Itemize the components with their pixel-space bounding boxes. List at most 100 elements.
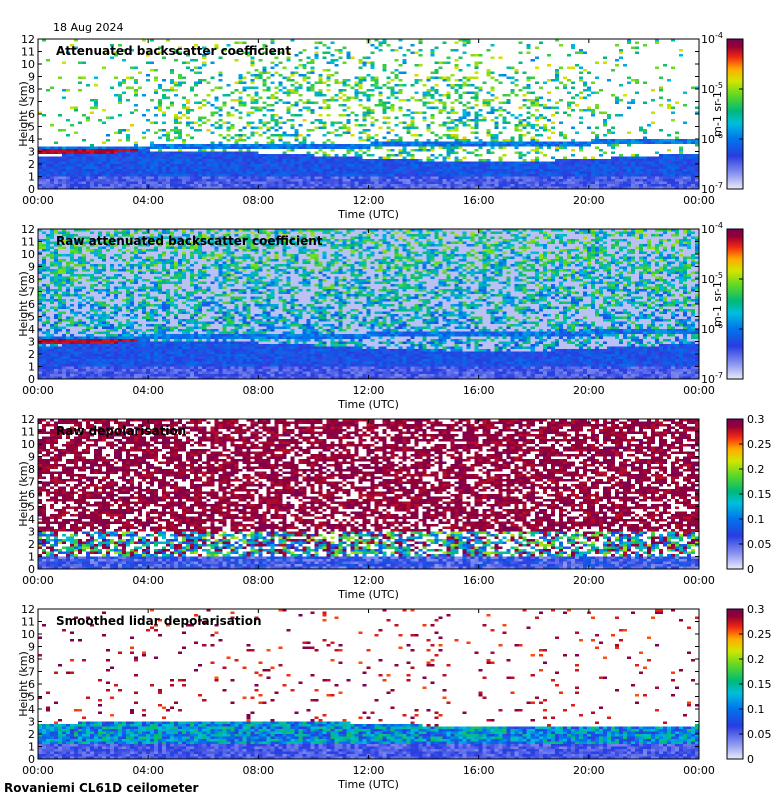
y-tick-label: 4 (28, 513, 35, 526)
y-tick-label: 2 (28, 158, 35, 171)
x-tick-label: 20:00 (573, 574, 605, 587)
panel-title: Raw attenuated backscatter coefficient (56, 234, 323, 248)
x-tick-label: 04:00 (132, 194, 164, 207)
x-tick-label: 20:00 (573, 764, 605, 777)
y-tick-label: 2 (28, 538, 35, 551)
x-tick-label: 12:00 (353, 194, 385, 207)
colorbar-unit: m-1 sr-1 (711, 91, 724, 137)
y-axis-label: Height (km) (17, 81, 30, 147)
x-tick-label: 16:00 (463, 384, 495, 397)
x-tick-label: 00:00 (22, 764, 54, 777)
y-tick-label: 7 (28, 96, 35, 109)
y-tick-label: 5 (28, 501, 35, 514)
y-tick-label: 4 (28, 323, 35, 336)
y-tick-label: 4 (28, 133, 35, 146)
colorbar (726, 228, 744, 380)
x-tick-label: 00:00 (683, 764, 715, 777)
colorbar-tick-label: 10-7 (701, 181, 723, 196)
y-tick-label: 3 (28, 146, 35, 159)
y-tick-label: 12 (21, 33, 35, 46)
x-tick-label: 00:00 (683, 194, 715, 207)
x-tick-label: 04:00 (132, 574, 164, 587)
x-tick-label: 00:00 (683, 574, 715, 587)
heatmap-cells (38, 419, 699, 569)
y-tick-label: 4 (28, 703, 35, 716)
x-tick-label: 08:00 (242, 764, 274, 777)
y-tick-label: 10 (21, 248, 35, 261)
y-tick-label: 0 (28, 753, 35, 766)
panel-title: Attenuated backscatter coefficient (56, 44, 291, 58)
colorbar-tick-label: 10-5 (701, 271, 723, 286)
x-axis-label: Time (UTC) (337, 208, 399, 221)
colorbar-unit: m-1 sr-1 (711, 281, 724, 327)
y-tick-label: 1 (28, 551, 35, 564)
y-tick-label: 3 (28, 336, 35, 349)
colorbar-tick-label: 10-7 (701, 371, 723, 386)
y-tick-label: 8 (28, 653, 35, 666)
y-tick-label: 1 (28, 741, 35, 754)
colorbar (726, 38, 744, 190)
y-tick-label: 10 (21, 628, 35, 641)
x-tick-label: 16:00 (463, 764, 495, 777)
colorbar-tick-label: 0.25 (747, 628, 772, 641)
colorbar-tick-label: 10-5 (701, 81, 723, 96)
y-tick-label: 3 (28, 716, 35, 729)
colorbar-tick-label: 0.2 (747, 463, 765, 476)
y-tick-label: 5 (28, 311, 35, 324)
y-tick-label: 8 (28, 83, 35, 96)
x-tick-label: 00:00 (22, 194, 54, 207)
colorbar-tick-label: 10-4 (701, 221, 723, 236)
y-axis-label: Height (km) (17, 651, 30, 717)
x-tick-label: 12:00 (353, 574, 385, 587)
y-tick-label: 7 (28, 286, 35, 299)
date-label: 18 Aug 2024 (53, 21, 124, 34)
y-tick-label: 11 (21, 236, 35, 249)
y-tick-label: 8 (28, 273, 35, 286)
x-tick-label: 00:00 (22, 574, 54, 587)
y-tick-label: 5 (28, 121, 35, 134)
y-tick-label: 10 (21, 438, 35, 451)
y-tick-label: 1 (28, 361, 35, 374)
y-tick-label: 11 (21, 426, 35, 439)
y-tick-label: 6 (28, 108, 35, 121)
y-tick-label: 3 (28, 526, 35, 539)
y-tick-label: 2 (28, 728, 35, 741)
y-tick-label: 6 (28, 488, 35, 501)
heatmap-cells (38, 229, 699, 379)
x-tick-label: 12:00 (353, 764, 385, 777)
y-tick-label: 7 (28, 666, 35, 679)
colorbar-tick-label: 0.05 (747, 728, 772, 741)
y-axis-label: Height (km) (17, 271, 30, 337)
colorbar-tick-label: 0.15 (747, 678, 772, 691)
y-tick-label: 7 (28, 476, 35, 489)
y-tick-label: 2 (28, 348, 35, 361)
x-tick-label: 08:00 (242, 194, 274, 207)
colorbar-tick-label: 10-6 (701, 131, 723, 146)
y-tick-label: 11 (21, 616, 35, 629)
colorbar-tick-label: 0 (747, 563, 754, 576)
y-tick-label: 0 (28, 373, 35, 386)
y-tick-label: 5 (28, 691, 35, 704)
heatmap-cells (38, 609, 699, 759)
y-tick-label: 1 (28, 171, 35, 184)
y-tick-label: 12 (21, 603, 35, 616)
y-tick-label: 6 (28, 298, 35, 311)
panel-title: Smoothed lidar depolarisation (56, 614, 262, 628)
y-tick-label: 9 (28, 71, 35, 84)
y-tick-label: 0 (28, 563, 35, 576)
colorbar-tick-label: 0.1 (747, 703, 765, 716)
x-tick-label: 08:00 (242, 384, 274, 397)
x-tick-label: 12:00 (353, 384, 385, 397)
y-tick-label: 10 (21, 58, 35, 71)
x-axis-label: Time (UTC) (337, 778, 399, 791)
x-tick-label: 20:00 (573, 384, 605, 397)
heatmap-cells (38, 39, 699, 189)
x-axis-label: Time (UTC) (337, 588, 399, 601)
colorbar-tick-label: 0.15 (747, 488, 772, 501)
x-tick-label: 00:00 (683, 384, 715, 397)
